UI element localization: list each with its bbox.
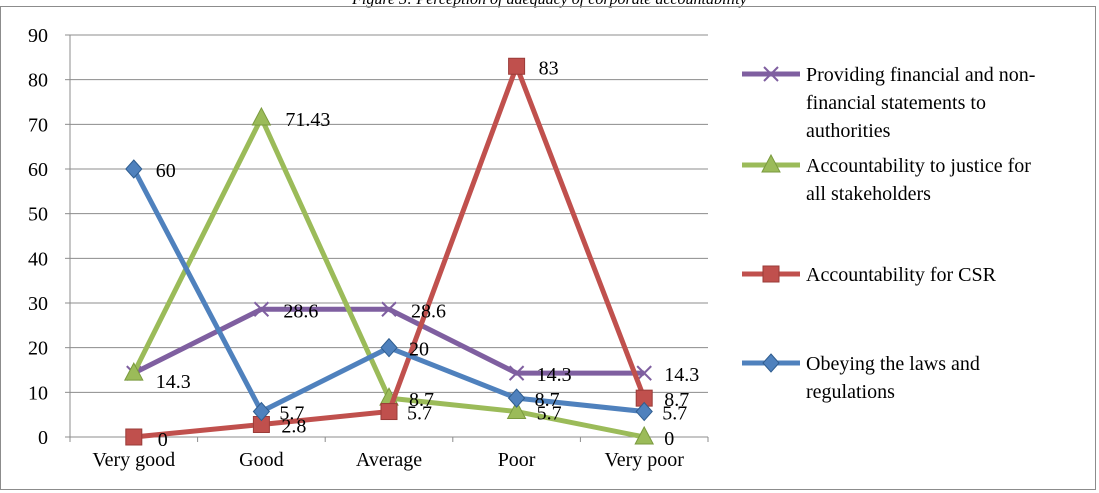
legend-entry: authorities bbox=[806, 120, 891, 142]
data-point bbox=[507, 388, 526, 408]
data-label: 60 bbox=[156, 160, 176, 182]
y-tick-label: 50 bbox=[28, 204, 48, 226]
legend-marker bbox=[762, 353, 780, 373]
data-label: 2.8 bbox=[281, 415, 306, 437]
data-point bbox=[506, 400, 527, 420]
data-point bbox=[636, 365, 652, 381]
y-tick-label: 30 bbox=[28, 293, 48, 315]
x-tick-label: Very good bbox=[92, 449, 175, 471]
legend-entry: financial statements to bbox=[806, 92, 986, 114]
legend-marker bbox=[762, 265, 780, 283]
data-label: 8.7 bbox=[535, 389, 560, 411]
data-point bbox=[381, 301, 397, 317]
x-tick-label: Very poor bbox=[604, 449, 684, 471]
data-label: 5.7 bbox=[407, 403, 432, 425]
data-point bbox=[125, 159, 143, 179]
legend-entry: regulations bbox=[806, 381, 895, 403]
data-label: 83 bbox=[539, 57, 559, 79]
data-label: 0 bbox=[158, 429, 168, 451]
data-label: 5.7 bbox=[662, 403, 687, 425]
legend-entry: Providing financial and non- bbox=[806, 64, 1035, 86]
y-tick-label: 80 bbox=[28, 70, 48, 92]
data-point bbox=[508, 365, 525, 381]
data-point bbox=[251, 106, 272, 126]
chart-frame bbox=[0, 6, 1096, 490]
data-label: 28.6 bbox=[411, 300, 446, 322]
data-point bbox=[123, 362, 144, 381]
data-label: 14.3 bbox=[537, 364, 572, 386]
data-point bbox=[125, 428, 143, 446]
data-label: 8.7 bbox=[664, 389, 689, 411]
data-point bbox=[635, 401, 653, 422]
data-point bbox=[252, 401, 271, 422]
chart-caption: Figure 3: Perception of adequacy of corp… bbox=[0, 0, 1099, 9]
data-point bbox=[253, 301, 270, 317]
data-point bbox=[380, 403, 398, 421]
data-label: 5.7 bbox=[537, 403, 562, 425]
y-tick-label: 0 bbox=[38, 427, 48, 449]
data-point bbox=[634, 425, 655, 445]
x-tick-label: Poor bbox=[498, 449, 536, 471]
legend-marker bbox=[763, 66, 779, 82]
x-tick-label: Average bbox=[356, 449, 422, 471]
y-tick-label: 70 bbox=[28, 114, 48, 136]
legend-entry: Accountability for CSR bbox=[806, 264, 997, 286]
data-point bbox=[380, 337, 398, 358]
x-tick-label: Good bbox=[239, 449, 283, 471]
legend-entry: Obeying the laws and bbox=[806, 353, 980, 375]
data-label: 8.7 bbox=[409, 389, 434, 411]
data-label: 14.3 bbox=[664, 364, 699, 386]
data-label: 5.7 bbox=[279, 403, 304, 425]
legend-entry: all stakeholders bbox=[806, 183, 931, 205]
y-tick-label: 10 bbox=[28, 382, 48, 404]
data-label: 20 bbox=[409, 339, 429, 361]
data-label: 0 bbox=[664, 428, 674, 450]
legend-entry: Accountability to justice for bbox=[806, 155, 1031, 177]
y-tick-label: 20 bbox=[28, 338, 48, 360]
y-tick-label: 90 bbox=[28, 25, 48, 47]
data-point bbox=[508, 57, 526, 75]
data-label: 28.6 bbox=[283, 300, 318, 322]
y-tick-label: 60 bbox=[28, 159, 48, 181]
y-tick-label: 40 bbox=[28, 248, 48, 270]
data-label: 14.3 bbox=[156, 371, 191, 393]
data-label: 71.43 bbox=[285, 109, 330, 131]
legend-marker bbox=[761, 153, 781, 173]
